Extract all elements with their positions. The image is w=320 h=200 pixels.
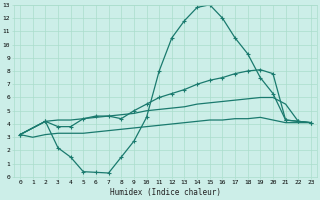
X-axis label: Humidex (Indice chaleur): Humidex (Indice chaleur): [110, 188, 221, 197]
